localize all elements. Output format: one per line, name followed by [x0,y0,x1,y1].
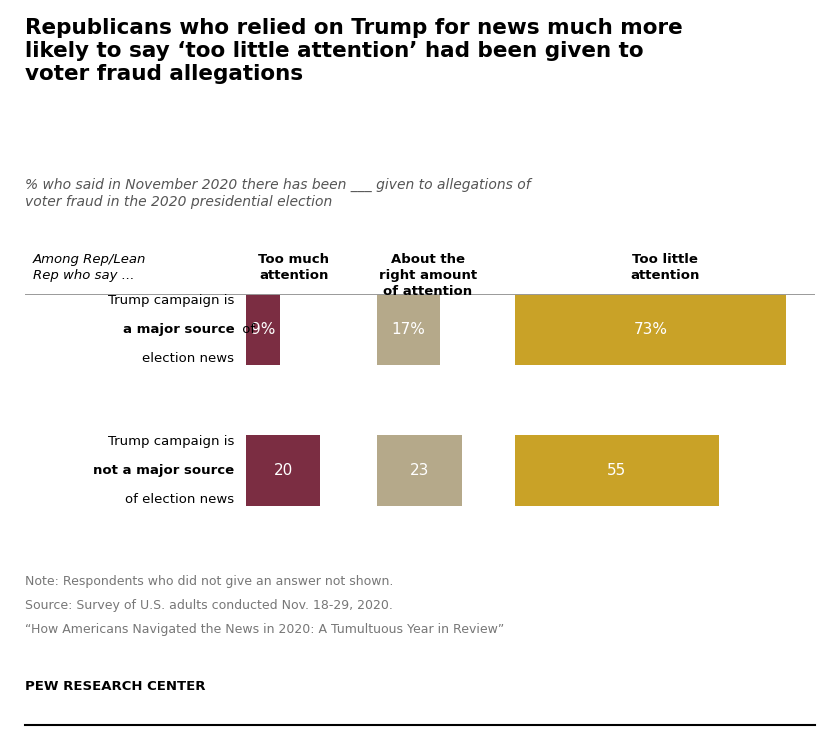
Bar [515,435,719,506]
Text: Among Rep/Lean
Rep who say ...: Among Rep/Lean Rep who say ... [33,252,146,282]
Text: Trump campaign is: Trump campaign is [108,294,234,308]
Text: a major source: a major source [123,323,234,336]
Text: PEW RESEARCH CENTER: PEW RESEARCH CENTER [25,680,206,693]
Bar [246,435,321,506]
Text: not a major source: not a major source [93,464,234,477]
Text: Trump campaign is: Trump campaign is [108,435,234,448]
Bar [376,435,462,506]
Text: About the
right amount
of attention: About the right amount of attention [379,252,477,298]
Text: Republicans who relied on Trump for news much more
likely to say ‘too little att: Republicans who relied on Trump for news… [25,18,683,84]
Text: Note: Respondents who did not give an answer not shown.: Note: Respondents who did not give an an… [25,575,393,588]
Bar [515,294,786,365]
Text: 73%: 73% [633,322,667,337]
Bar [376,294,439,365]
Text: of: of [239,323,255,336]
Text: Source: Survey of U.S. adults conducted Nov. 18-29, 2020.: Source: Survey of U.S. adults conducted … [25,599,393,612]
Text: % who said in November 2020 there has been ___ given to allegations of
voter fra: % who said in November 2020 there has be… [25,178,531,209]
Text: of election news: of election news [125,493,234,506]
Text: Too much
attention: Too much attention [258,252,329,282]
Bar [246,294,280,365]
Text: election news: election news [142,352,234,365]
Text: 17%: 17% [391,322,425,337]
Text: 55: 55 [607,463,627,478]
Text: 9%: 9% [250,322,275,337]
Text: Too little
attention: Too little attention [630,252,700,282]
Text: “How Americans Navigated the News in 2020: A Tumultuous Year in Review”: “How Americans Navigated the News in 202… [25,623,504,636]
Text: 20: 20 [274,463,293,478]
Text: 23: 23 [410,463,429,478]
